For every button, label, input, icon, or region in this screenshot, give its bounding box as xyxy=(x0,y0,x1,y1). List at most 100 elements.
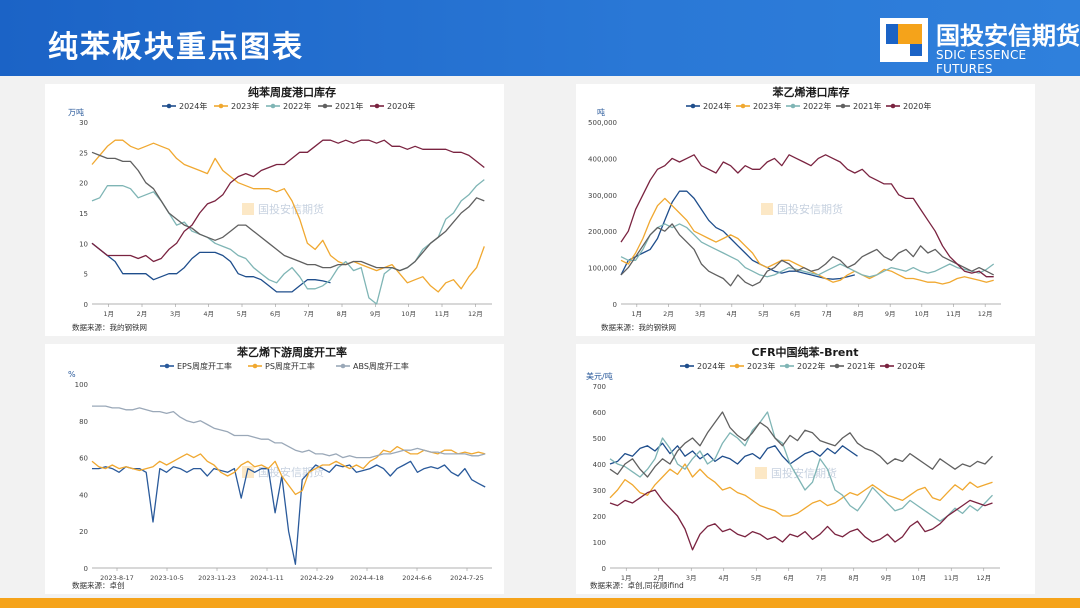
legend-item: 2022年 xyxy=(266,101,311,111)
chart-panel-1: 纯苯周度港口库存 2024年 2023年 2022年 2021年 2020年 万吨 0 5 10 1… xyxy=(45,84,504,336)
legend-marker xyxy=(322,103,328,109)
legend-label: 2023年 xyxy=(753,101,781,111)
legend-label: ABS周度开工率 xyxy=(353,361,409,371)
legend-marker xyxy=(690,103,696,109)
series-line xyxy=(91,445,486,496)
legend-marker xyxy=(340,363,346,369)
data-source-note: 数据来源：我的钢铁网 xyxy=(72,322,147,332)
legend-item: 2021年 xyxy=(836,101,881,111)
x-tick-label: 11月 xyxy=(944,574,959,582)
y-axis-unit: 美元/吨 xyxy=(586,371,613,381)
x-tick-label: 10月 xyxy=(911,574,926,582)
x-tick-label: 2月 xyxy=(653,574,664,582)
x-tick-label: 8月 xyxy=(853,310,864,318)
legend-label: 2022年 xyxy=(803,101,831,111)
slide-header: 纯苯板块重点图表 国投安信期货 SDIC ESSENCE FUTURES xyxy=(0,0,1080,76)
chart-cfr-china-benzene-brent: CFR中国纯苯-Brent 2024年 2023年 2022年 2021年 2020年美元… xyxy=(586,345,1000,590)
x-tick-label: 6月 xyxy=(270,310,281,318)
legend-item: PS周度开工率 xyxy=(248,361,315,371)
content-area: 纯苯周度港口库存 2024年 2023年 2022年 2021年 2020年 万吨 0 5 10 1… xyxy=(0,76,1080,598)
x-tick-label: 7月 xyxy=(822,310,833,318)
logo-name: 国投安信期货 xyxy=(936,22,1080,50)
x-tick-label: 2024-7-25 xyxy=(450,574,484,582)
x-tick-label: 2024-1-11 xyxy=(250,574,284,582)
y-tick-label: 80 xyxy=(79,418,88,426)
legend-label: 2023年 xyxy=(747,361,775,371)
y-axis-unit: % xyxy=(68,370,76,379)
legend-label: 2022年 xyxy=(797,361,825,371)
legend-label: EPS周度开工率 xyxy=(177,361,232,371)
y-tick-label: 700 xyxy=(593,383,606,391)
x-tick-label: 3月 xyxy=(686,574,697,582)
x-tick-label: 4月 xyxy=(203,310,214,318)
legend-item: 2024年 xyxy=(680,361,725,371)
legend-item: 2022年 xyxy=(786,101,831,111)
y-tick-label: 100 xyxy=(75,381,88,389)
watermark-icon xyxy=(761,203,773,215)
x-tick-label: 12月 xyxy=(976,574,991,582)
x-tick-label: 9月 xyxy=(370,310,381,318)
series-line xyxy=(92,460,486,565)
y-tick-label: 300,000 xyxy=(588,192,617,200)
x-tick-label: 5月 xyxy=(237,310,248,318)
legend-item: 2020年 xyxy=(880,361,925,371)
x-tick-label: 7月 xyxy=(303,310,314,318)
legend-label: 2024年 xyxy=(697,361,725,371)
legend-label: 2024年 xyxy=(179,101,207,111)
x-tick-label: 2023-11-23 xyxy=(198,574,236,582)
legend-item: 2023年 xyxy=(730,361,775,371)
legend-item: 2024年 xyxy=(686,101,731,111)
x-tick-label: 6月 xyxy=(783,574,794,582)
x-tick-label: 2月 xyxy=(663,310,674,318)
legend-marker xyxy=(890,103,896,109)
series-line xyxy=(91,151,485,272)
chart-styrene-downstream-operating-rate: 苯乙烯下游周度开工率 EPS周度开工率 PS周度开工率 ABS周度开工率% 0 20 40 6… xyxy=(68,345,492,590)
chart-panel-4: CFR中国纯苯-Brent 2024年 2023年 2022年 2021年 2020年美元… xyxy=(576,344,1035,594)
chart-title: 纯苯周度港口库存 xyxy=(248,85,336,99)
chart-panel-2: 苯乙烯港口库存 2024年 2023年 2022年 2021年 2020年吨 0 100,00… xyxy=(576,84,1035,336)
watermark-icon xyxy=(755,467,767,479)
legend-item: 2023年 xyxy=(736,101,781,111)
legend-label: 2024年 xyxy=(703,101,731,111)
y-axis-unit: 吨 xyxy=(597,107,605,117)
legend-item: 2024年 xyxy=(162,101,207,111)
series-line xyxy=(91,139,485,263)
page-title: 纯苯板块重点图表 xyxy=(48,30,304,65)
x-tick-label: 2024-2-29 xyxy=(300,574,334,582)
legend-marker xyxy=(734,363,740,369)
series-line xyxy=(620,223,994,287)
chart-title: CFR中国纯苯-Brent xyxy=(752,345,859,359)
series-line xyxy=(620,223,995,278)
y-tick-label: 10 xyxy=(79,240,88,248)
y-tick-label: 200,000 xyxy=(588,228,617,236)
y-tick-label: 600 xyxy=(593,409,606,417)
y-tick-label: 400 xyxy=(593,461,606,469)
x-tick-label: 2024-4-18 xyxy=(350,574,384,582)
chart-panel-3: 苯乙烯下游周度开工率 EPS周度开工率 PS周度开工率 ABS周度开工率% 0 20 40 6… xyxy=(45,344,504,594)
y-tick-label: 0 xyxy=(84,301,88,309)
series-line xyxy=(620,190,855,280)
legend-item: 2021年 xyxy=(318,101,363,111)
legend-marker xyxy=(884,363,890,369)
legend-label: 2021年 xyxy=(853,101,881,111)
y-tick-label: 5 xyxy=(84,271,88,279)
x-tick-label: 9月 xyxy=(885,310,896,318)
chart-title: 苯乙烯下游周度开工率 xyxy=(236,345,347,359)
chart-title: 苯乙烯港口库存 xyxy=(772,85,850,99)
data-source-note: 数据来源：我的钢铁网 xyxy=(601,322,676,332)
y-tick-label: 0 xyxy=(84,565,88,573)
legend-label: 2022年 xyxy=(283,101,311,111)
legend-label: 2020年 xyxy=(387,101,415,111)
logo-icon xyxy=(880,18,928,62)
legend-marker xyxy=(164,363,170,369)
series-line xyxy=(91,139,485,293)
legend-label: 2021年 xyxy=(335,101,363,111)
legend-marker xyxy=(784,363,790,369)
series-line xyxy=(609,463,993,517)
y-tick-label: 40 xyxy=(79,491,88,499)
x-tick-label: 1月 xyxy=(103,310,114,318)
data-source-note: 数据来源：卓创 xyxy=(72,580,125,590)
legend-item: 2021年 xyxy=(830,361,875,371)
legend-item: 2022年 xyxy=(780,361,825,371)
